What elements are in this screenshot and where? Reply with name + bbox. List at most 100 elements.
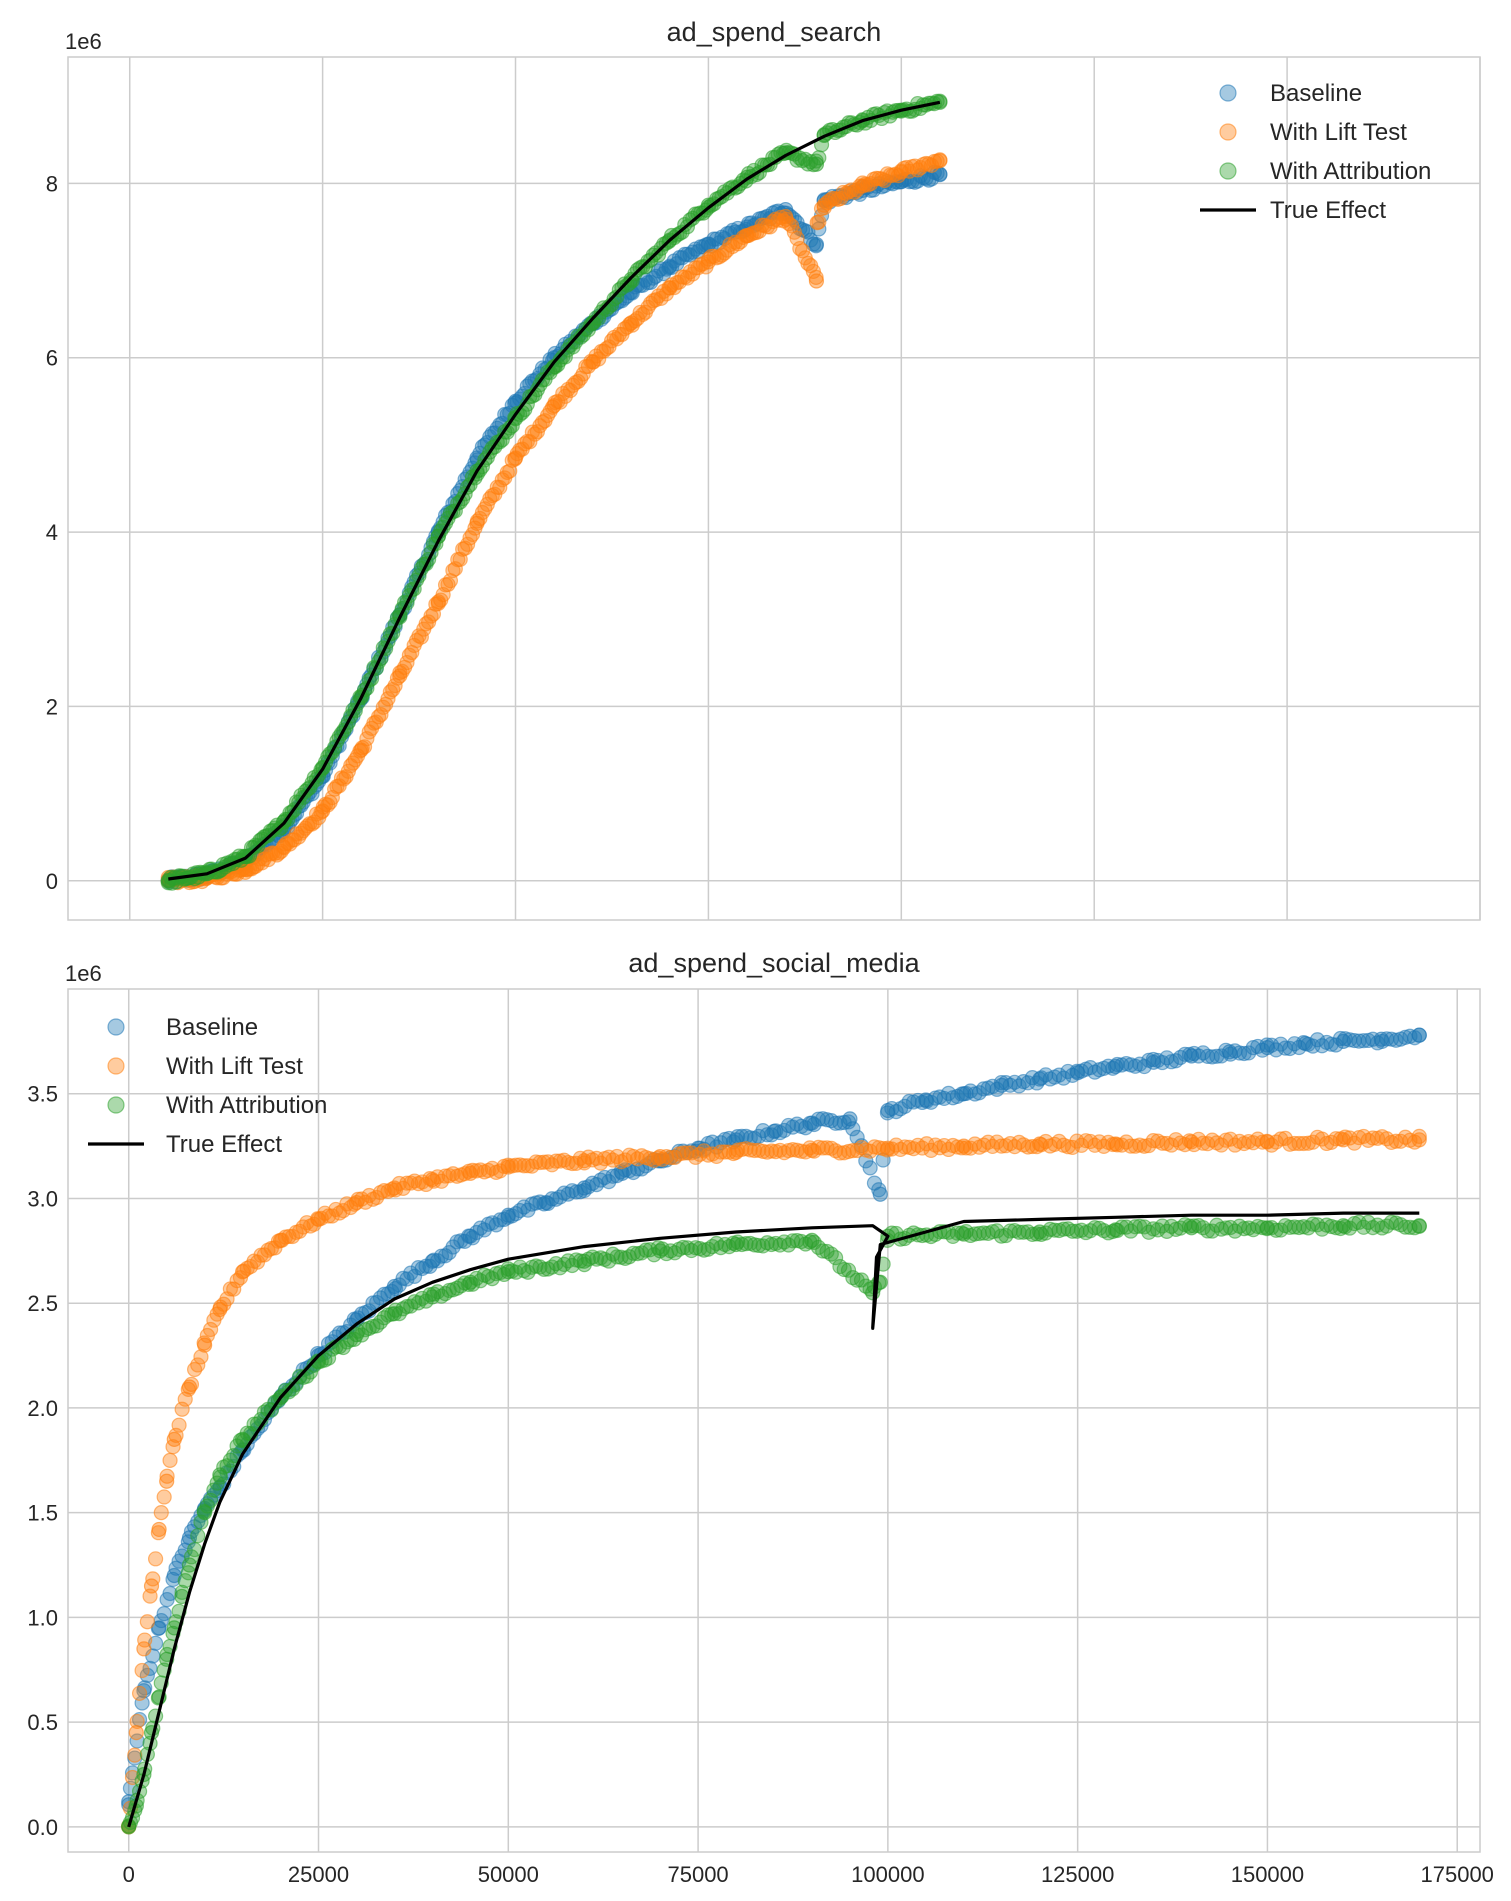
scatter-point-with-lift-test	[532, 1154, 548, 1171]
scatter-point-with-lift-test	[843, 182, 860, 198]
scatter-point-with-lift-test	[159, 1468, 175, 1484]
data-point-with-attribution	[1183, 1220, 1200, 1236]
data-point-baseline	[1070, 1065, 1086, 1081]
scatter-point-baseline	[823, 1113, 839, 1129]
legend-label-with-lift-test: With Lift Test	[1270, 119, 1407, 146]
data-point-with-attribution	[956, 1226, 972, 1242]
data-point-baseline	[386, 1278, 403, 1295]
y-tick-label: 0.0	[27, 1815, 58, 1840]
data-point-with-lift-test	[166, 1431, 182, 1447]
data-point-baseline	[880, 1102, 896, 1119]
data-point-baseline	[1108, 1058, 1124, 1075]
scatter-point-baseline	[1323, 1036, 1339, 1052]
scatter-point-baseline	[1236, 1045, 1252, 1062]
legend-swatch-with-lift-test	[107, 1057, 125, 1075]
x-tick-label: 100000	[851, 1862, 924, 1887]
legend-swatch-with-lift-test	[1219, 123, 1237, 141]
data-point-with-lift-test	[136, 1641, 152, 1657]
data-point-with-attribution	[576, 1253, 592, 1269]
series-baseline	[121, 1027, 1427, 1813]
scatter-point-with-lift-test	[370, 709, 387, 725]
data-point-with-lift-test	[310, 1211, 327, 1228]
data-point-with-lift-test	[652, 1148, 668, 1165]
data-point-with-lift-test	[348, 1195, 365, 1211]
scatter-point-with-lift-test	[548, 1153, 564, 1169]
scatter-point-with-lift-test	[522, 434, 538, 450]
data-point-with-attribution	[1032, 1224, 1048, 1240]
scatter-point-baseline	[976, 1081, 992, 1097]
scatter-point-with-lift-test	[134, 1662, 150, 1679]
data-point-with-lift-test	[151, 1521, 167, 1538]
data-point-with-lift-test	[728, 1144, 744, 1160]
panel-ad-spend-search: 0 2 4 6 8 ad_spend_search 1e6 Baseline With L…	[46, 17, 1481, 921]
scatter-point-with-lift-test	[156, 1489, 172, 1505]
scatter-point-with-lift-test	[625, 1148, 642, 1165]
data-point-baseline	[808, 236, 825, 253]
scatter-point-with-lift-test	[226, 1281, 242, 1297]
data-point-baseline	[462, 1228, 478, 1244]
scatter-point-with-attribution	[682, 212, 698, 228]
scatter-point-with-lift-test	[792, 240, 808, 257]
data-point-with-lift-test	[855, 178, 871, 194]
series	[160, 93, 948, 891]
data-point-baseline	[151, 1620, 167, 1636]
data-point-with-attribution	[181, 1557, 198, 1573]
legend-swatch-baseline	[1219, 84, 1237, 102]
scatter-point-with-lift-test	[203, 1321, 219, 1338]
y-tick-label: 6	[46, 346, 58, 371]
data-point-with-attribution	[160, 873, 176, 889]
scatter-point-baseline	[755, 1123, 771, 1139]
data-point-baseline	[994, 1077, 1010, 1093]
scatter-point-with-lift-test	[139, 1614, 155, 1630]
data-point-baseline	[1411, 1027, 1427, 1043]
legend: Baseline With Lift Test With Attribution Tr…	[1200, 80, 1431, 224]
data-point-baseline	[576, 1180, 592, 1196]
scatter-point-with-attribution	[186, 1541, 203, 1558]
data-point-with-lift-test	[197, 1337, 213, 1353]
data-point-with-lift-test	[804, 1142, 820, 1158]
y-tick-label: 1.0	[27, 1605, 58, 1630]
data-point-with-lift-test	[1108, 1136, 1124, 1152]
data-point-baseline	[1032, 1071, 1048, 1087]
series	[121, 1027, 1427, 1835]
data-point-with-lift-test	[777, 208, 794, 225]
data-point-baseline	[956, 1086, 972, 1102]
tick-labels: 0 2 4 6 8	[46, 171, 58, 893]
scatter-point-with-lift-test	[524, 424, 540, 440]
series-true-effect	[168, 100, 941, 881]
data-point-baseline	[804, 1115, 820, 1131]
data-point-baseline	[1221, 1044, 1238, 1060]
data-point-with-lift-test	[893, 164, 909, 180]
scatter-point-with-lift-test	[593, 1155, 609, 1171]
scatter-point-with-lift-test	[617, 1152, 633, 1168]
data-point-with-attribution	[728, 1236, 744, 1253]
data-point-with-lift-test	[386, 1180, 403, 1196]
scatter-point-with-lift-test	[153, 1505, 169, 1521]
scatter-point-baseline	[492, 1212, 508, 1228]
data-point-baseline	[918, 1092, 934, 1108]
y-tick-label: 4	[46, 520, 58, 545]
scatter-point-with-lift-test	[171, 1417, 187, 1433]
data-point-with-lift-test	[212, 1301, 228, 1318]
scatter-point-with-lift-test	[162, 1452, 178, 1468]
data-point-with-lift-test	[932, 152, 948, 168]
data-point-with-lift-test	[143, 1578, 160, 1594]
data-point-with-lift-test	[1183, 1134, 1200, 1150]
y-tick-label: 3.0	[27, 1186, 58, 1211]
scatter-point-with-lift-test	[588, 1150, 605, 1167]
scatter-point-with-lift-test	[127, 1747, 143, 1763]
data-point-baseline	[1373, 1031, 1389, 1047]
y-offset-label: 1e6	[65, 961, 102, 986]
legend-label-true-effect: True Effect	[1270, 197, 1386, 224]
series-with-lift-test	[160, 152, 948, 891]
data-point-with-lift-test	[585, 354, 601, 370]
data-point-with-lift-test	[469, 515, 485, 531]
data-point-with-lift-test	[235, 1264, 251, 1280]
y-tick-label: 8	[46, 171, 58, 196]
legend-swatch-baseline	[107, 1018, 125, 1036]
scatter-point-baseline	[940, 1085, 957, 1101]
data-point-with-lift-test	[576, 1153, 592, 1169]
chart-title: ad_spend_search	[667, 17, 882, 47]
scatter-point-with-lift-test	[131, 1685, 148, 1701]
